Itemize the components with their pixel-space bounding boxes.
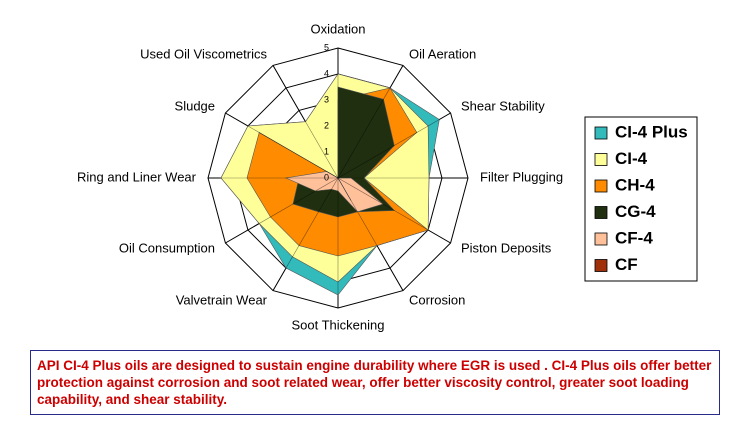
legend-label: CF-4 [615, 228, 653, 247]
category-label: Oil Aeration [409, 46, 476, 61]
category-label: Valvetrain Wear [176, 292, 268, 307]
spoke [337, 177, 451, 244]
series-area [284, 171, 384, 213]
category-label: Shear Stability [461, 98, 545, 113]
spoke [225, 112, 339, 179]
legend-label: CF [615, 255, 638, 274]
r-tick-label: 5 [324, 42, 329, 52]
category-label: Piston Deposits [461, 240, 552, 255]
legend-box [584, 116, 698, 282]
spoke [272, 65, 339, 179]
r-tick-label: 4 [324, 68, 329, 78]
r-tick-label: 0 [324, 172, 329, 182]
legend-swatch [594, 232, 608, 246]
chart: 0 1 2 3 4 5 Oxidation Oil Aeration Shear Stabili… [77, 21, 698, 332]
category-label: Used Oil Viscometrics [140, 46, 267, 61]
category-label: Corrosion [409, 292, 465, 307]
spoke [225, 177, 339, 244]
legend-swatch [594, 259, 608, 272]
legend-label: CI-4 [615, 149, 648, 168]
category-label: Oil Consumption [119, 240, 215, 255]
r-tick-label: 2 [324, 120, 329, 130]
note: API CI-4 Plus oils are designed to susta… [30, 350, 720, 415]
legend-swatch [594, 126, 608, 140]
legend-label: CG-4 [615, 202, 656, 221]
category-label: Ring and Liner Wear [77, 169, 197, 184]
legend-swatch [594, 153, 608, 166]
legend-swatch [594, 179, 608, 193]
legend-swatch [594, 206, 608, 219]
spoke [337, 65, 404, 179]
category-label: Soot Thickening [292, 317, 385, 332]
spoke [337, 112, 451, 179]
category-label: Oxidation [311, 21, 366, 36]
category-label: Sludge [175, 98, 215, 113]
spoke [272, 177, 339, 291]
r-tick-label: 1 [324, 146, 329, 156]
r-tick-label: 3 [324, 94, 329, 104]
spoke [337, 177, 404, 291]
category-label: Filter Plugging [480, 169, 563, 184]
legend-label: CI-4 Plus [615, 122, 688, 141]
legend-label: CH-4 [615, 175, 655, 194]
